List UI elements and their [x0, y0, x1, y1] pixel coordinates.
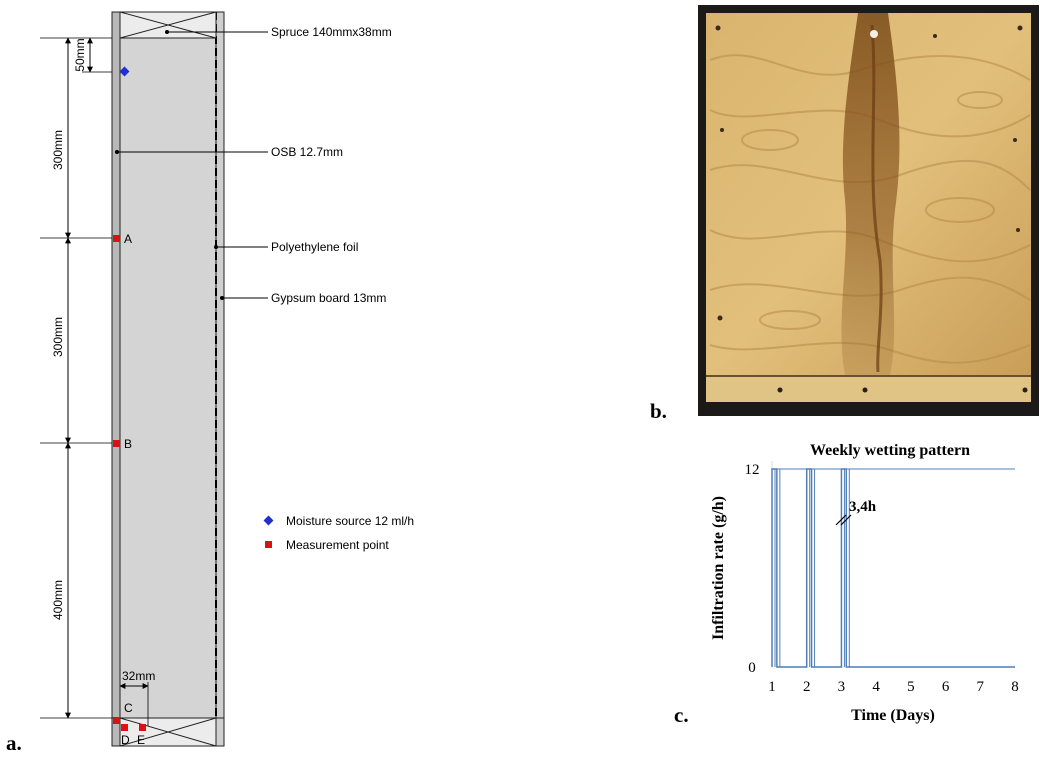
label-osb: OSB 12.7mm	[271, 145, 343, 159]
moisture-stain	[841, 13, 900, 375]
measurement-point-b	[113, 440, 120, 447]
stain-source-spot	[870, 30, 878, 38]
x-tick-label: 3	[838, 679, 846, 695]
y-tick-label: 0	[748, 660, 756, 676]
dimension-lines: 50mm 300mm 300mm 400mm 32mm	[40, 37, 155, 726]
y-tick-label: 12	[745, 462, 760, 478]
insulated-cavity	[111, 11, 225, 719]
chart-axes	[771, 461, 1015, 667]
x-tick-label: 8	[1011, 679, 1019, 695]
panel-c-chart: Weekly wetting pattern Infiltration rate…	[710, 442, 1019, 724]
measurement-point-a	[113, 235, 120, 242]
x-tick-label: 6	[942, 679, 950, 695]
panel-b-photo	[698, 5, 1039, 416]
point-label-d: D	[121, 733, 130, 747]
dim-300mm-top: 300mm	[51, 130, 65, 170]
dim-400mm: 400mm	[51, 580, 65, 620]
duration-annotation: 3,4h	[849, 499, 877, 515]
x-tick-label: 7	[977, 679, 985, 695]
measurement-point-c	[113, 717, 120, 724]
chart-ylabel: Infiltration rate (g/h)	[710, 496, 727, 640]
panel-label-c: c.	[674, 703, 689, 727]
dim-50mm: 50mm	[73, 38, 87, 71]
bottom-gypsum	[215, 717, 225, 747]
legend-measurement-marker	[265, 541, 272, 548]
bottom-plate-cross	[119, 717, 217, 747]
panel-label-a: a.	[6, 731, 22, 754]
legend-moisture-label: Moisture source 12 ml/h	[286, 514, 414, 528]
point-label-b: B	[124, 437, 132, 451]
legend-measurement-label: Measurement point	[286, 538, 389, 552]
measurement-point-d	[121, 724, 128, 731]
osb-sheathing	[111, 11, 121, 719]
diagram-legend: Moisture source 12 ml/h Measurement poin…	[263, 514, 414, 552]
panel-label-b: b.	[650, 399, 667, 423]
legend-moisture-marker	[263, 515, 274, 526]
nail-holes	[715, 25, 1023, 321]
x-tick-label: 2	[803, 679, 811, 695]
point-label-c: C	[124, 701, 133, 715]
point-label-a: A	[124, 232, 132, 246]
chart-title: Weekly wetting pattern	[810, 442, 970, 459]
bottom-stud	[706, 376, 1031, 402]
dim-32mm: 32mm	[122, 669, 155, 683]
point-label-e: E	[137, 733, 145, 747]
label-spruce: Spruce 140mmx38mm	[271, 25, 392, 39]
x-tick-label: 1	[768, 679, 776, 695]
component-callouts: Spruce 140mmx38mm OSB 12.7mm Polyethylen…	[115, 25, 392, 305]
moisture-source-marker	[119, 66, 130, 77]
x-tick-label: 4	[872, 679, 880, 695]
series-line	[771, 468, 1015, 668]
label-polyethylene: Polyethylene foil	[271, 240, 358, 254]
dim-300mm-middle: 300mm	[51, 317, 65, 357]
chart-xlabel: Time (Days)	[851, 707, 935, 724]
sensor-markers: A B C D E	[113, 66, 146, 747]
label-gypsum: Gypsum board 13mm	[271, 291, 386, 305]
measurement-point-e	[139, 724, 146, 731]
wall-section-diagram	[111, 11, 225, 747]
x-tick-label: 5	[907, 679, 915, 695]
gypsum-board	[215, 11, 225, 719]
stain-streak	[870, 24, 883, 373]
axis-break-mark	[835, 514, 852, 526]
top-plate-cross	[119, 11, 217, 39]
chart-series	[771, 468, 1015, 668]
